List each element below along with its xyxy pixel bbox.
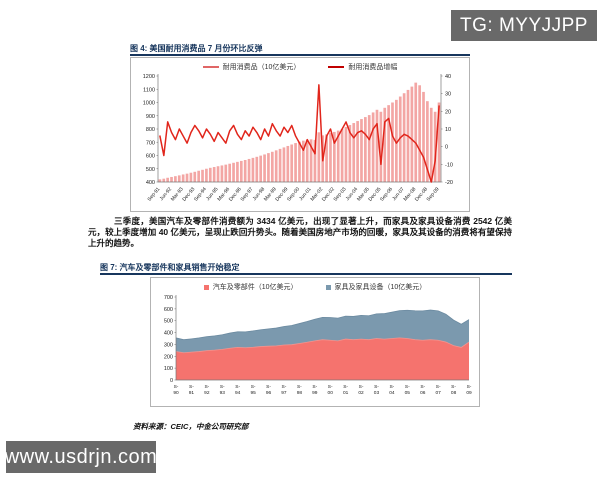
chart1-legend-label-growth: 耐用消费品增幅 bbox=[348, 64, 398, 71]
chart1-legend-label-level: 耐用消费品（10亿美元） bbox=[222, 64, 301, 71]
durable-goods-chart: 1200 1100 1000 900 800 700 600 500 400 40 30 20 10 0 -… bbox=[143, 74, 453, 203]
chart2-legend: 汽车及零部件（10亿美元） 家具及家具设备（10亿美元） bbox=[151, 281, 479, 293]
svg-text:90: 90 bbox=[173, 390, 179, 396]
svg-text:92: 92 bbox=[204, 390, 210, 396]
svg-text:S-: S- bbox=[235, 384, 240, 390]
svg-text:05: 05 bbox=[405, 390, 411, 396]
svg-text:800: 800 bbox=[146, 127, 155, 133]
telegram-watermark: TG: MYYJJPP bbox=[451, 10, 597, 41]
figure4-caption: 图 4: 美国耐用消费品 7 月份环比反弹 bbox=[130, 44, 263, 53]
svg-text:03: 03 bbox=[374, 390, 380, 396]
svg-text:700: 700 bbox=[164, 295, 173, 301]
svg-text:08: 08 bbox=[451, 390, 457, 396]
svg-text:Sep-97: Sep-97 bbox=[240, 186, 255, 202]
chart2-legend-item-furniture: 家具及家具设备（10亿美元） bbox=[325, 282, 427, 292]
svg-text:01: 01 bbox=[343, 390, 349, 396]
svg-text:400: 400 bbox=[164, 331, 173, 337]
svg-text:600: 600 bbox=[164, 307, 173, 313]
chart1-legend: 耐用消费品（10亿美元） 耐用消费品增幅 bbox=[131, 61, 469, 73]
svg-text:06: 06 bbox=[420, 390, 426, 396]
svg-text:93: 93 bbox=[220, 390, 226, 396]
svg-text:40: 40 bbox=[445, 74, 451, 80]
svg-text:-10: -10 bbox=[445, 162, 453, 168]
svg-text:S-: S- bbox=[220, 384, 225, 390]
svg-text:0: 0 bbox=[445, 145, 448, 151]
svg-text:S-: S- bbox=[467, 384, 472, 390]
svg-text:S-: S- bbox=[436, 384, 441, 390]
svg-text:02: 02 bbox=[358, 390, 364, 396]
chart2-legend-label-autos: 汽车及零部件（10亿美元） bbox=[212, 284, 298, 291]
svg-text:S-: S- bbox=[312, 384, 317, 390]
svg-text:Sep-00: Sep-00 bbox=[286, 186, 301, 202]
svg-text:04: 04 bbox=[389, 390, 395, 396]
svg-text:400: 400 bbox=[146, 180, 155, 186]
svg-text:10: 10 bbox=[445, 127, 451, 133]
svg-text:100: 100 bbox=[164, 366, 173, 372]
svg-text:09: 09 bbox=[466, 390, 472, 396]
svg-text:Sep-91: Sep-91 bbox=[147, 186, 162, 202]
svg-text:30: 30 bbox=[445, 92, 451, 98]
svg-text:S-: S- bbox=[405, 384, 410, 390]
svg-text:S-: S- bbox=[389, 384, 394, 390]
growth-series-swatch-icon bbox=[328, 66, 345, 68]
svg-text:700: 700 bbox=[146, 140, 155, 146]
chart1-legend-item-growth: 耐用消费品增幅 bbox=[328, 62, 397, 72]
svg-text:07: 07 bbox=[435, 390, 441, 396]
svg-text:97: 97 bbox=[281, 390, 287, 396]
durable-goods-chart-frame: 耐用消费品（10亿美元） 耐用消费品增幅 1200 1100 1000 900 800 7… bbox=[130, 57, 470, 212]
svg-text:94: 94 bbox=[235, 390, 241, 396]
svg-text:96: 96 bbox=[266, 390, 272, 396]
svg-text:S-: S- bbox=[204, 384, 209, 390]
svg-text:S-: S- bbox=[374, 384, 379, 390]
autos-furniture-chart-frame: 汽车及零部件（10亿美元） 家具及家具设备（10亿美元） 700 600 500 40… bbox=[150, 277, 480, 407]
level-series-swatch-icon bbox=[202, 66, 219, 68]
furniture-series-swatch-icon bbox=[325, 284, 331, 290]
svg-text:S-: S- bbox=[451, 384, 456, 390]
chart1-legend-item-level: 耐用消费品（10亿美元） bbox=[202, 62, 301, 72]
svg-text:Sep-06: Sep-06 bbox=[379, 186, 394, 202]
svg-text:S-: S- bbox=[359, 384, 364, 390]
svg-text:99: 99 bbox=[312, 390, 318, 396]
svg-text:1000: 1000 bbox=[143, 101, 155, 107]
svg-text:91: 91 bbox=[189, 390, 195, 396]
svg-text:-20: -20 bbox=[445, 180, 453, 186]
svg-text:S-: S- bbox=[189, 384, 194, 390]
svg-text:S-: S- bbox=[420, 384, 425, 390]
svg-text:95: 95 bbox=[250, 390, 256, 396]
svg-text:Sep-94: Sep-94 bbox=[193, 186, 208, 202]
svg-text:S-: S- bbox=[251, 384, 256, 390]
autos-series-swatch-icon bbox=[203, 284, 209, 290]
chart2-legend-item-autos: 汽车及零部件（10亿美元） bbox=[203, 282, 298, 292]
svg-text:1100: 1100 bbox=[143, 87, 155, 93]
svg-text:S-: S- bbox=[266, 384, 271, 390]
svg-text:500: 500 bbox=[146, 167, 155, 173]
figure7-rule bbox=[100, 273, 512, 275]
chart2-legend-label-furniture: 家具及家具设备（10亿美元） bbox=[334, 284, 427, 291]
svg-text:900: 900 bbox=[146, 114, 155, 120]
svg-text:Sep-03: Sep-03 bbox=[333, 186, 348, 202]
svg-text:S-: S- bbox=[282, 384, 287, 390]
svg-text:600: 600 bbox=[146, 154, 155, 160]
source-note: 资料来源：CEIC，中金公司研究部 bbox=[133, 422, 249, 431]
svg-text:Sep-09: Sep-09 bbox=[426, 186, 441, 202]
svg-text:00: 00 bbox=[328, 390, 334, 396]
svg-text:S-: S- bbox=[328, 384, 333, 390]
svg-text:0: 0 bbox=[170, 378, 173, 384]
svg-text:1200: 1200 bbox=[143, 74, 155, 80]
svg-text:300: 300 bbox=[164, 342, 173, 348]
svg-text:S-: S- bbox=[297, 384, 302, 390]
body-paragraph: 三季度，美国汽车及零部件消费额为 3434 亿美元，出现了显著上升，而家具及家具… bbox=[88, 216, 512, 248]
svg-text:98: 98 bbox=[297, 390, 303, 396]
svg-text:500: 500 bbox=[164, 319, 173, 325]
svg-text:20: 20 bbox=[445, 109, 451, 115]
figure4-rule bbox=[130, 54, 470, 56]
svg-text:S-: S- bbox=[174, 384, 179, 390]
autos-furniture-chart: 7006005004003002001000S-90S-91S-92S-93S-… bbox=[164, 295, 472, 396]
svg-text:200: 200 bbox=[164, 354, 173, 360]
svg-text:S-: S- bbox=[343, 384, 348, 390]
website-watermark: www.usdrjn.com bbox=[5, 441, 157, 473]
figure7-caption: 图 7: 汽车及零部件和家具销售开始稳定 bbox=[100, 263, 240, 272]
